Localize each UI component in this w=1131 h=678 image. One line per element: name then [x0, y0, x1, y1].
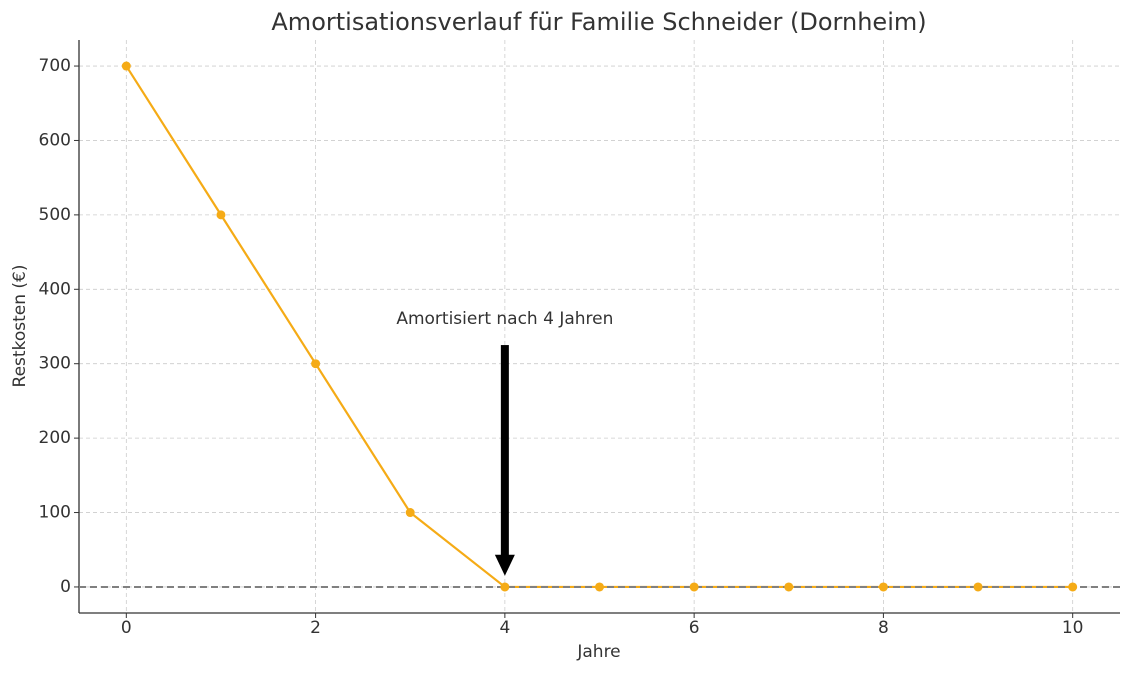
y-tick-label: 300	[39, 354, 71, 374]
x-tick-label: 2	[310, 618, 321, 638]
y-tick-label: 600	[39, 130, 71, 150]
y-tick-label: 100	[39, 503, 71, 523]
data-point	[311, 359, 321, 369]
y-tick-label: 500	[39, 205, 71, 225]
y-tick-label: 0	[60, 577, 71, 597]
data-point	[973, 582, 983, 592]
y-tick-label: 400	[39, 279, 71, 299]
data-point	[500, 582, 510, 592]
data-point	[405, 508, 415, 518]
annotation-arrow	[500, 345, 509, 556]
annotation-arrow-head	[494, 554, 515, 576]
x-tick-label: 10	[1062, 618, 1084, 638]
data-point	[1068, 582, 1078, 592]
y-axis-label: Restkosten (€)	[10, 265, 30, 388]
x-tick-label: 0	[121, 618, 132, 638]
y-tick-label: 700	[39, 56, 71, 76]
annotation: Amortisiert nach 4 Jahren	[396, 309, 613, 329]
x-tick-label: 8	[878, 618, 889, 638]
data-point	[878, 582, 888, 592]
y-tick-label: 200	[39, 428, 71, 448]
data-point	[121, 61, 131, 71]
data-point	[689, 582, 699, 592]
x-axis-label: Jahre	[576, 642, 620, 662]
x-tick-label: 6	[689, 618, 700, 638]
data-point	[216, 210, 226, 220]
x-tick-label: 4	[499, 618, 510, 638]
chart-title: Amortisationsverlauf für Familie Schneid…	[271, 8, 926, 36]
data-point	[595, 582, 604, 592]
data-point	[784, 582, 794, 592]
